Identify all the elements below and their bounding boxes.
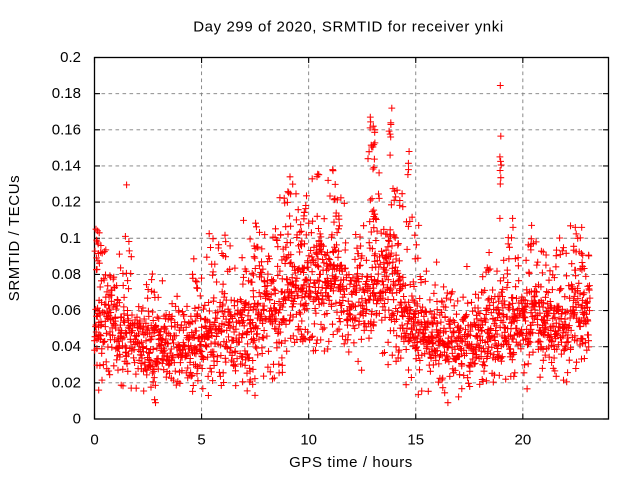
svg-text:0: 0: [90, 432, 98, 449]
svg-text:SRMTID / TECUs: SRMTID / TECUs: [6, 175, 23, 301]
svg-text:0.04: 0.04: [52, 338, 81, 355]
svg-text:0.08: 0.08: [52, 266, 81, 283]
svg-text:Day 299 of 2020, SRMTID for re: Day 299 of 2020, SRMTID for receiver ynk…: [193, 19, 504, 36]
svg-text:20: 20: [514, 432, 531, 449]
svg-text:0.1: 0.1: [60, 230, 81, 247]
svg-text:0.18: 0.18: [52, 85, 81, 102]
svg-text:0.2: 0.2: [60, 49, 81, 66]
svg-text:GPS time / hours: GPS time / hours: [289, 454, 413, 471]
svg-text:0.14: 0.14: [52, 157, 81, 174]
svg-text:0.02: 0.02: [52, 374, 81, 391]
svg-text:5: 5: [197, 432, 205, 449]
svg-text:0: 0: [73, 411, 81, 428]
svg-text:0.16: 0.16: [52, 121, 81, 138]
svg-text:0.12: 0.12: [52, 194, 81, 211]
svg-text:10: 10: [300, 432, 317, 449]
svg-text:0.06: 0.06: [52, 302, 81, 319]
svg-text:15: 15: [407, 432, 424, 449]
